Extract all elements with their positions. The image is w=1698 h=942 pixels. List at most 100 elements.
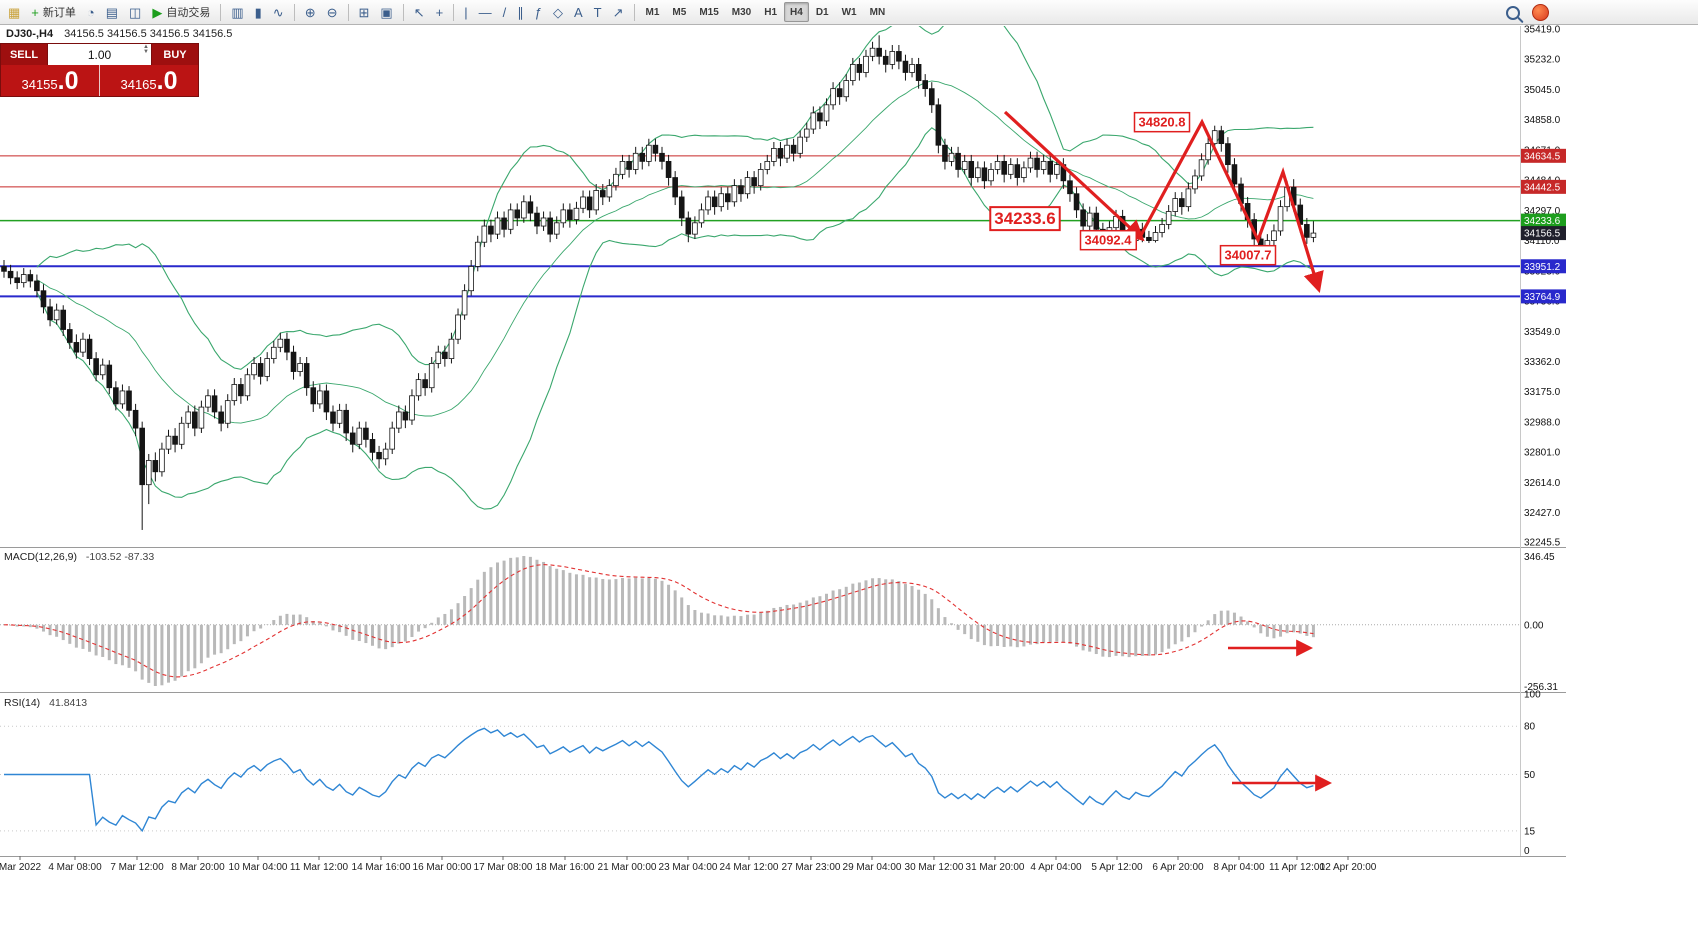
- price-axis-label: 32988.0: [1524, 417, 1561, 428]
- price-axis-label: 34297.0: [1524, 206, 1561, 217]
- timeframe-m30-button[interactable]: M30: [726, 2, 757, 22]
- shapes-icon[interactable]: ◇: [548, 2, 568, 22]
- price-tag-label: 33764.9: [1524, 292, 1561, 303]
- annotation-price-label[interactable]: 34007.7: [1225, 248, 1272, 263]
- price-axis-label: 35419.0: [1524, 25, 1561, 36]
- sell-button[interactable]: SELL: [9, 48, 39, 61]
- annotation-price-label[interactable]: 34092.4: [1085, 233, 1133, 248]
- price-tag-label: 34156.5: [1524, 229, 1561, 240]
- price-tag: [1521, 226, 1566, 241]
- timeframe-m15-button[interactable]: M15: [693, 2, 724, 22]
- label-icon[interactable]: T: [589, 2, 607, 22]
- toolbar-separator: [293, 3, 295, 21]
- market-watch-icon[interactable]: ◔: [82, 2, 100, 22]
- channel-icon[interactable]: ∥: [512, 2, 529, 22]
- cursor-icon-icon: ↖: [413, 4, 425, 20]
- bar-chart-icon[interactable]: ▥: [226, 2, 248, 22]
- volume-stepper[interactable]: ▲ ▼: [143, 44, 149, 55]
- charts-menu-icon[interactable]: ▦: [3, 2, 25, 22]
- channel-icon-icon: ∥: [517, 4, 524, 20]
- crosshair-icon[interactable]: +: [431, 2, 449, 22]
- macd-axis-label: 346.45: [1524, 552, 1555, 563]
- toolbar: ▦ + 新订单 ◔ ▤ ◫ ▶ 自动交易 ▥ ▮ ∿ ⊕ ⊖ ⊞ ▣ ↖ + | — / ∥ ƒ ◇ A T ↗ M1 M5 M15 M3…: [0, 0, 1698, 25]
- autotrading-button[interactable]: ▶ 自动交易: [147, 2, 215, 22]
- zoom-out-icon-icon: ⊖: [326, 4, 338, 20]
- price-tag-label: 33951.2: [1524, 262, 1561, 273]
- cursor-icon[interactable]: ↖: [409, 2, 430, 22]
- trendline-icon[interactable]: /: [498, 2, 512, 22]
- price-axis-label: 33549.0: [1524, 327, 1561, 338]
- timeframe-d1-button[interactable]: D1: [810, 2, 835, 22]
- candlestick-series: [1, 35, 1317, 530]
- annotation-label-box[interactable]: [1079, 229, 1138, 251]
- toolbar-separator: [220, 3, 222, 21]
- price-axis-label: 33175.0: [1524, 387, 1561, 398]
- buy-button[interactable]: BUY: [163, 48, 187, 61]
- account-status-icon[interactable]: [1532, 4, 1549, 21]
- time-axis-label: 8 Mar 20:00: [171, 862, 225, 873]
- annotation-price-label[interactable]: 34233.6: [994, 209, 1055, 228]
- buy-price[interactable]: 34165 .0: [99, 65, 198, 96]
- price-axis-label: 32245.5: [1524, 538, 1561, 549]
- volume-input[interactable]: 1.00 ▲ ▼: [47, 44, 152, 65]
- cascade-windows-icon[interactable]: ▣: [375, 2, 397, 22]
- line-chart-icon[interactable]: ∿: [268, 2, 289, 22]
- time-axis-label: 7 Mar 12:00: [110, 862, 164, 873]
- price-axis-label: 32427.0: [1524, 508, 1561, 519]
- arrows-icon[interactable]: ↗: [608, 2, 629, 22]
- toolbar-left-group: ▦ + 新订单 ◔ ▤ ◫ ▶ 自动交易 ▥ ▮ ∿ ⊕ ⊖ ⊞ ▣ ↖ + | — / ∥ ƒ ◇ A T ↗ M1 M5 M15 M3…: [3, 2, 891, 22]
- tile-windows-icon[interactable]: ⊞: [354, 2, 375, 22]
- text-icon[interactable]: A: [569, 2, 588, 22]
- sell-price-frac: .0: [57, 67, 79, 95]
- one-click-trading-panel: SELL 1.00 ▲ ▼ BUY 34155 .0 34165 .0: [0, 43, 199, 97]
- annotation-label-box[interactable]: [1219, 244, 1277, 266]
- bollinger-bands: [36, 26, 1314, 510]
- annotation-price-label[interactable]: 34820.8: [1139, 115, 1186, 130]
- navigator-icon[interactable]: ◫: [124, 2, 146, 22]
- sell-price[interactable]: 34155 .0: [1, 65, 99, 96]
- timeframe-m15-button-label: M15: [699, 6, 719, 18]
- annotation-label-box[interactable]: [989, 206, 1061, 232]
- volume-down-icon[interactable]: ▼: [143, 48, 149, 55]
- timeframe-m5-button[interactable]: M5: [666, 2, 692, 22]
- candlestick-chart-icon[interactable]: ▮: [250, 2, 267, 22]
- data-window-icon[interactable]: ▤: [101, 2, 123, 22]
- macd-title: MACD(12,26,9): [4, 551, 77, 563]
- search-icon[interactable]: [1506, 5, 1520, 20]
- new-order-button[interactable]: + 新订单: [26, 2, 81, 22]
- line-chart-icon-icon: ∿: [272, 4, 284, 20]
- time-axis-label: 29 Mar 04:00: [843, 862, 902, 873]
- crosshair-icon-icon: +: [435, 4, 444, 20]
- zoom-in-icon[interactable]: ⊕: [300, 2, 321, 22]
- trend-arrow[interactable]: [1138, 118, 1324, 293]
- time-axis-label: 6 Apr 20:00: [1152, 862, 1204, 873]
- zoom-in-icon-icon: ⊕: [304, 4, 316, 20]
- zoom-out-icon[interactable]: ⊖: [322, 2, 343, 22]
- fibonacci-icon[interactable]: ƒ: [530, 2, 547, 22]
- volume-up-icon[interactable]: ▲: [143, 44, 149, 50]
- timeframe-d1-button-label: D1: [815, 6, 829, 18]
- autotrading-icon: ▶: [152, 4, 163, 20]
- horizontal-line-icon[interactable]: —: [474, 2, 497, 22]
- timeframe-h4-button[interactable]: H4: [784, 2, 809, 22]
- time-axis-label: Mar 2022: [0, 862, 42, 873]
- time-axis-label: 16 Mar 00:00: [413, 862, 472, 873]
- navigator-icon-icon: ◫: [129, 4, 142, 20]
- time-axis-label: 10 Mar 04:00: [229, 862, 288, 873]
- timeframe-w1-button[interactable]: W1: [836, 2, 863, 22]
- rsi-pane-label: RSI(14) 41.8413: [4, 697, 87, 709]
- price-axis-label: 33362.0: [1524, 357, 1561, 368]
- timeframe-m5-button-label: M5: [672, 6, 687, 18]
- timeframe-m1-button[interactable]: M1: [640, 2, 666, 22]
- volume-value: 1.00: [87, 47, 112, 62]
- sell-price-main: 34155: [21, 76, 58, 92]
- trend-arrow[interactable]: [1003, 110, 1145, 242]
- buy-price-frac: .0: [156, 67, 178, 95]
- timeframe-h1-button[interactable]: H1: [758, 2, 783, 22]
- annotation-label-box[interactable]: [1133, 111, 1191, 133]
- price-tag: [1521, 179, 1566, 194]
- vertical-line-icon[interactable]: |: [459, 2, 472, 22]
- data-window-icon-icon: ▤: [105, 4, 119, 20]
- timeframe-mn-button[interactable]: MN: [864, 2, 892, 22]
